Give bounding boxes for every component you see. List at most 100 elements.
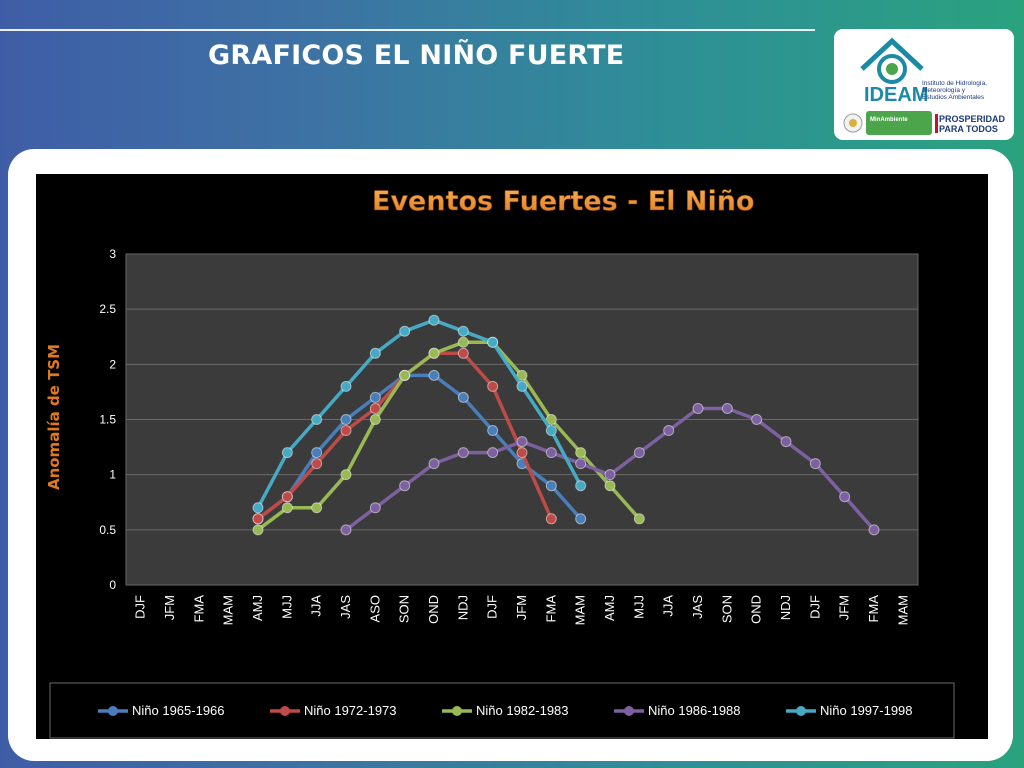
data-point xyxy=(721,402,733,414)
legend-entry: Niño 1965-1966 xyxy=(132,703,225,718)
y-tick-label: 2 xyxy=(109,357,116,371)
x-tick-label: JAS xyxy=(690,595,705,619)
data-point xyxy=(399,480,411,492)
chart-title: Eventos Fuertes - El Niño xyxy=(372,186,754,217)
data-point xyxy=(252,513,264,525)
y-tick-label: 3 xyxy=(109,247,116,261)
data-point xyxy=(369,402,381,414)
legend-entry: Niño 1982-1983 xyxy=(476,703,569,718)
data-point xyxy=(369,414,381,425)
legend-entry: Niño 1986-1988 xyxy=(648,703,741,718)
x-tick-label: MAM xyxy=(573,595,588,625)
data-point xyxy=(281,491,293,503)
line-chart: 0 0.5 1 1.5 2 2.5 3 DJF JFM FMA MAM AMJ MJJ JJA JAS AS… xyxy=(45,186,955,739)
logo-brand-text: IDEAM xyxy=(864,84,928,106)
data-point xyxy=(340,414,352,425)
data-point xyxy=(575,458,587,470)
data-point xyxy=(604,480,616,492)
y-tick-labels: 0 0.5 1 1.5 2 2.5 3 xyxy=(99,247,116,592)
x-tick-label: OND xyxy=(749,595,764,624)
data-point xyxy=(545,414,557,425)
data-point xyxy=(780,436,792,448)
data-point xyxy=(545,425,557,437)
x-tick-label: FMA xyxy=(543,595,558,623)
legend-swatch-marker xyxy=(796,706,806,716)
data-point xyxy=(311,502,323,514)
y-tick-label: 1 xyxy=(109,468,116,482)
data-point xyxy=(575,447,587,459)
x-tick-label: FMA xyxy=(191,595,206,623)
legend-entry: Niño 1997-1998 xyxy=(820,703,913,718)
data-point xyxy=(369,502,381,514)
data-point xyxy=(311,458,323,470)
x-tick-label: DJF xyxy=(133,595,148,619)
chart-area: 0 0.5 1 1.5 2 2.5 3 DJF JFM FMA MAM AMJ MJJ JJA JAS AS… xyxy=(36,174,988,739)
x-tick-label: JFM xyxy=(837,595,852,620)
data-point xyxy=(428,347,440,359)
data-point xyxy=(252,502,264,514)
data-point xyxy=(633,447,645,459)
ideam-logo-icon: IDEAM Instituto de Hidrología, Meteorolo… xyxy=(843,37,1006,135)
x-tick-label: JJA xyxy=(309,595,324,617)
x-tick-label: JFM xyxy=(514,595,529,620)
data-point xyxy=(545,447,557,459)
title-rule xyxy=(0,29,815,31)
series-2 xyxy=(252,336,645,536)
data-point xyxy=(340,425,352,437)
data-point xyxy=(311,414,323,425)
data-point xyxy=(487,380,499,392)
x-tick-label: JFM xyxy=(162,595,177,620)
x-tick-label: DJF xyxy=(485,595,500,619)
data-point xyxy=(399,325,411,337)
x-tick-label: DJF xyxy=(807,595,822,619)
slide-title: GRAFICOS EL NIÑO FUERTE xyxy=(208,40,625,71)
data-point xyxy=(311,447,323,459)
data-point xyxy=(545,513,557,525)
data-point xyxy=(369,347,381,359)
data-point xyxy=(516,447,528,459)
data-point xyxy=(428,458,440,470)
data-point xyxy=(487,336,499,348)
data-point xyxy=(868,524,880,536)
legend: Niño 1965-1966 Niño 1972-1973 Niño 1982-19… xyxy=(49,682,955,739)
logo-spiral-outer xyxy=(877,54,907,84)
data-point xyxy=(663,425,675,437)
x-tick-label: ASO xyxy=(367,595,382,622)
data-point xyxy=(457,325,469,337)
data-point xyxy=(340,380,352,392)
data-point xyxy=(457,336,469,348)
legend-swatch-marker xyxy=(452,706,462,716)
data-point xyxy=(369,391,381,403)
x-tick-label: SON xyxy=(397,595,412,623)
y-axis-label: Anomalía de TSM xyxy=(45,344,63,490)
x-tick-label: SON xyxy=(719,595,734,623)
ideam-logo-card: IDEAM Instituto de Hidrología, Meteorolo… xyxy=(834,29,1014,140)
data-point xyxy=(575,513,587,525)
data-point xyxy=(281,502,293,514)
legend-box xyxy=(49,682,955,739)
x-tick-label: OND xyxy=(426,595,441,624)
slogan-line-2: PARA TODOS xyxy=(939,124,998,134)
data-point xyxy=(340,524,352,536)
y-tick-label: 1.5 xyxy=(99,413,116,427)
data-point xyxy=(487,425,499,437)
x-tick-label: JAS xyxy=(338,595,353,619)
series-line xyxy=(256,318,583,509)
seal-center xyxy=(849,119,857,127)
series-line xyxy=(256,340,641,532)
x-tick-label: NDJ xyxy=(455,595,470,620)
data-point xyxy=(604,469,616,481)
legend-entry: Niño 1972-1973 xyxy=(304,703,397,718)
x-tick-labels: DJF JFM FMA MAM AMJ MJJ JJA JAS ASO SON OND NDJ DJF J… xyxy=(133,595,911,626)
data-point xyxy=(457,391,469,403)
logo-institute-line-3: Estudios Ambientales xyxy=(922,94,985,101)
data-point xyxy=(809,458,821,470)
data-point xyxy=(516,436,528,448)
data-point xyxy=(692,402,704,414)
legend-swatch-marker xyxy=(108,706,118,716)
data-point xyxy=(516,369,528,381)
minambiente-badge xyxy=(866,111,932,135)
data-point xyxy=(545,480,557,492)
data-point xyxy=(281,447,293,459)
logo-institute-line-1: Instituto de Hidrología, xyxy=(922,80,987,87)
